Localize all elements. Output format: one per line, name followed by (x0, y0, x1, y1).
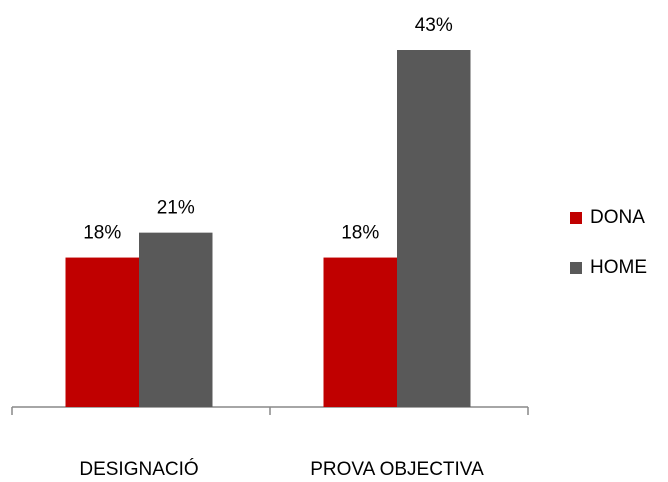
data-label: 43% (415, 15, 453, 36)
bar (397, 50, 471, 407)
x-tick-label: DESIGNACIÓ (79, 458, 198, 480)
data-label: 18% (83, 223, 121, 244)
x-tick-label: PROVA OBJECTIVA (310, 459, 484, 480)
bar (139, 232, 213, 407)
legend-label: HOME (590, 257, 647, 278)
bar (65, 257, 139, 407)
data-label: 18% (341, 223, 379, 244)
legend-label: DONA (590, 207, 645, 228)
legend-swatch (570, 212, 582, 224)
bar (323, 257, 397, 407)
data-label: 21% (157, 198, 195, 219)
legend-swatch (570, 262, 582, 274)
